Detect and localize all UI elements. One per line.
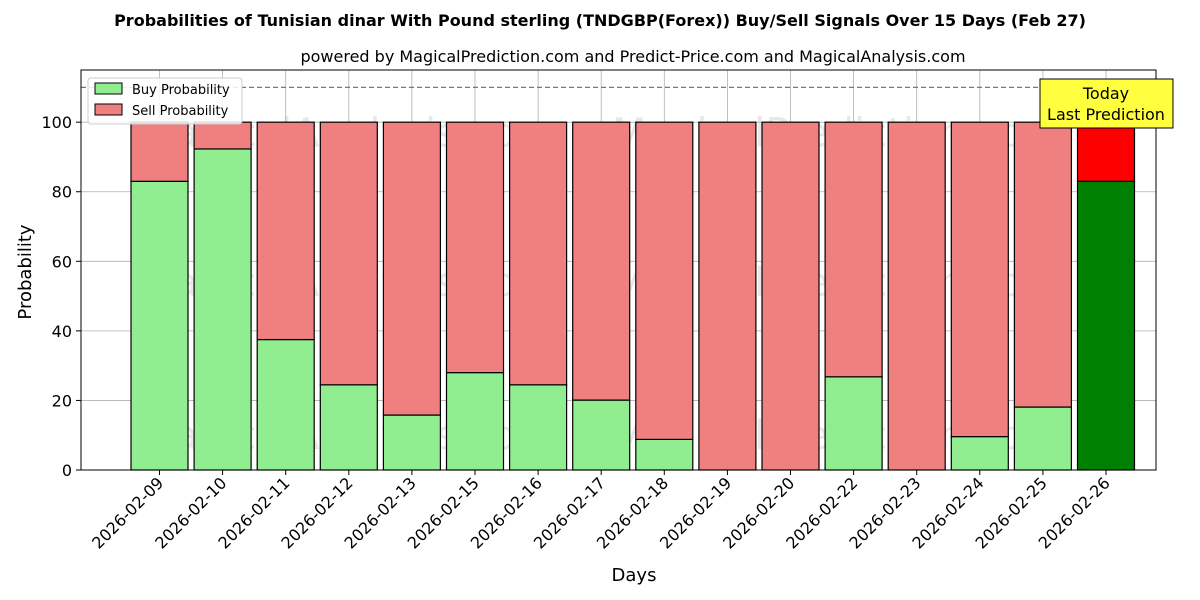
buy-bar-2026-02-10 <box>193 148 252 471</box>
sell-bar-2026-02-18 <box>635 121 694 440</box>
buy-bar-2026-02-17 <box>572 399 631 471</box>
sell-bar-2026-02-10 <box>193 121 252 150</box>
buy-bar-2026-02-11 <box>256 338 315 471</box>
buy-bar-2026-02-12 <box>319 384 378 471</box>
sell-bar-2026-02-22 <box>824 121 883 378</box>
buy-bar-2026-02-09 <box>130 180 189 471</box>
buy-bar-2026-02-24 <box>950 436 1009 471</box>
sell-bar-2026-02-17 <box>572 121 631 401</box>
buy-bar-2026-02-22 <box>824 376 883 471</box>
y-axis-label: Probability <box>15 224 36 319</box>
buy-bar-2026-02-16 <box>509 384 568 471</box>
legend-label: Sell Probability <box>132 104 229 119</box>
buy-bar-2026-02-18 <box>635 438 694 471</box>
sell-bar-2026-02-15 <box>445 121 505 374</box>
y-tick-label: 80 <box>52 183 72 202</box>
plot-frame <box>80 69 1157 471</box>
y-tick-label: 100 <box>41 113 72 132</box>
y-axis: 0 20 40 60 80 100 <box>41 113 81 480</box>
legend: Buy Probability Sell Probability <box>87 77 243 125</box>
legend-swatch <box>94 82 123 95</box>
today-label: Today <box>1082 84 1129 103</box>
sell-bar-2026-02-19 <box>698 121 757 471</box>
sell-bar-2026-02-13 <box>382 121 441 416</box>
bars <box>130 121 1136 471</box>
sell-bar-2026-02-20 <box>761 121 820 471</box>
legend-label: Buy Probability <box>132 83 230 98</box>
sell-bar-2026-02-11 <box>256 121 315 341</box>
sell-bar-2026-02-09 <box>130 121 189 182</box>
buy-bar-2026-02-26 <box>1076 180 1136 471</box>
sell-bar-2026-02-23 <box>887 121 946 471</box>
sell-bar-2026-02-25 <box>1013 121 1073 408</box>
buy-bar-2026-02-25 <box>1013 406 1073 471</box>
buy-bar-2026-02-13 <box>382 414 441 471</box>
y-tick-label: 60 <box>52 252 72 271</box>
sell-bar-2026-02-24 <box>950 121 1009 438</box>
legend-box <box>87 77 243 125</box>
buy-bar-2026-02-15 <box>445 372 505 471</box>
chart-title: Probabilities of Tunisian dinar With Pou… <box>114 11 1086 30</box>
x-axis: 2026-02-092026-02-102026-02-112026-02-12… <box>88 470 1114 553</box>
sell-bar-2026-02-16 <box>509 121 568 386</box>
today-label: Last Prediction <box>1047 105 1165 124</box>
legend-swatch <box>94 103 123 116</box>
y-tick-label: 20 <box>52 391 72 410</box>
today-annotation: Today Last Prediction <box>1039 78 1174 129</box>
today-box <box>1039 78 1174 129</box>
sell-bar-2026-02-26 <box>1076 121 1136 182</box>
sell-bar-2026-02-12 <box>319 121 378 386</box>
y-tick-label: 40 <box>52 322 72 341</box>
y-tick-label: 0 <box>62 461 72 480</box>
chart-subtitle: powered by MagicalPrediction.com and Pre… <box>300 47 965 66</box>
x-axis-label: Days <box>612 565 657 586</box>
